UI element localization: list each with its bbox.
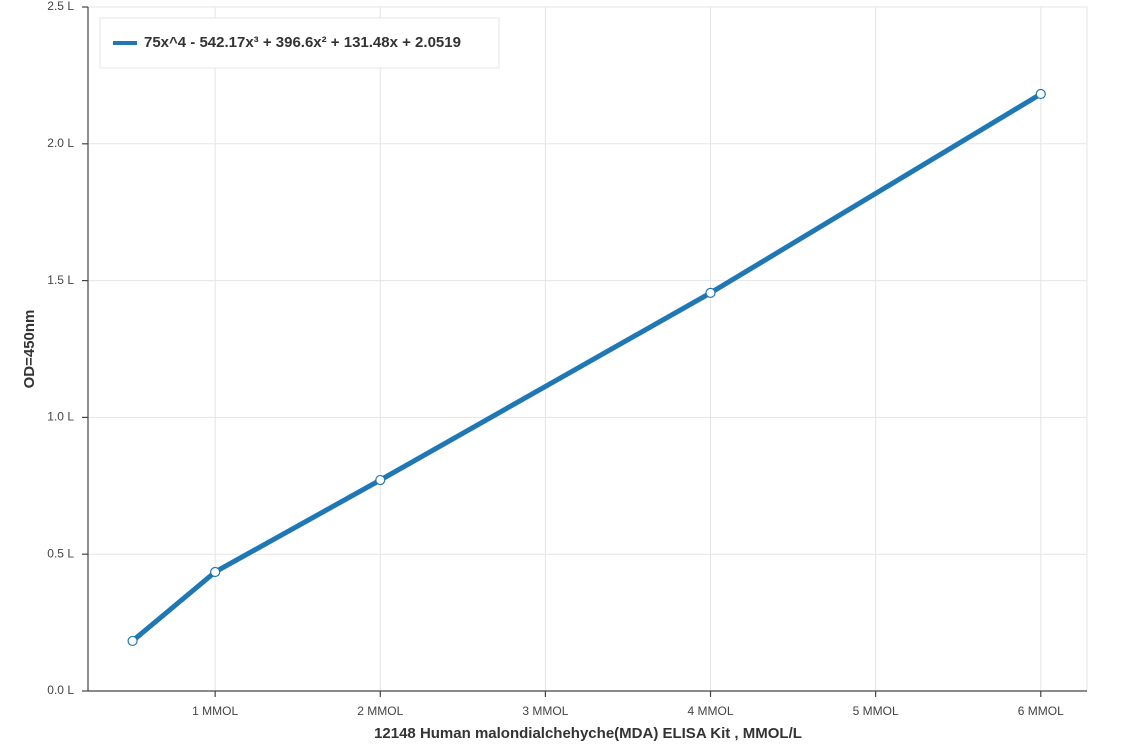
legend-box [99,17,500,69]
data-point [127,635,138,647]
x-tick-label: 6 MMOL [1018,704,1064,718]
y-tick-label: 2.0 L [47,136,74,150]
plot-frame [87,6,1088,692]
y-tick-label: 2.5 L [47,0,74,13]
y-axis-label: OD=450nm [21,310,38,389]
y-tick-label: 0.0 L [47,683,74,697]
data-point [705,287,716,299]
y-tick-label: 1.5 L [47,273,74,287]
x-axis-label: 12148 Human malondialchehyche(MDA) ELISA… [374,725,802,742]
x-tick-label: 5 MMOL [853,704,899,718]
data-point [1035,88,1046,100]
y-tick-label: 1.0 L [47,410,74,424]
marks [127,88,1046,647]
y-tick-label: 0.5 L [47,546,74,560]
x-tick-label: 3 MMOL [522,704,568,718]
legend-label: 75x^4 - 542.17x³ + 396.6x² + 131.48x + 2… [144,34,461,51]
data-point [210,566,221,578]
grid [88,6,1087,692]
x-tick-label: 1 MMOL [192,704,238,718]
series-line [130,91,1043,643]
x-tick-label: 2 MMOL [357,704,403,718]
data-point [375,474,386,486]
x-tick-label: 4 MMOL [688,704,734,718]
